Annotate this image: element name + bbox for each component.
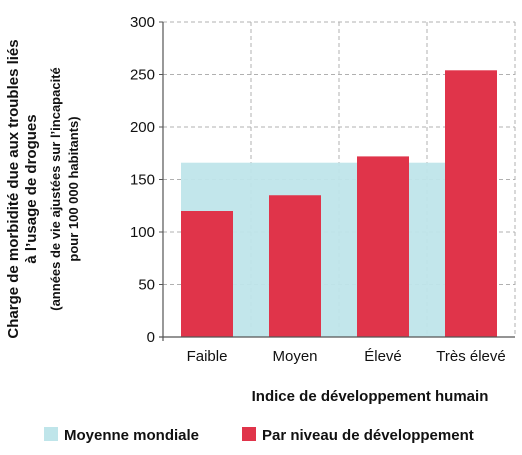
y-tick-label-300: 300 [130, 14, 155, 31]
y-tick-label-0: 0 [147, 329, 155, 346]
y-tick-label-200: 200 [130, 119, 155, 136]
bar-1 [269, 195, 321, 337]
y-tick-label-100: 100 [130, 224, 155, 241]
x-tick-labels: Faible Moyen Élevé Très élevé [187, 348, 506, 365]
y-axis-label-line2: à l’usage de drogues [23, 114, 40, 263]
bars [181, 70, 497, 338]
legend-label-by-level: Par niveau de développement [262, 427, 474, 444]
axes [159, 21, 515, 341]
x-axis-label: Indice de développement humain [252, 388, 489, 405]
y-axis-sublabel-line2: pour 100 000 habitants) [66, 116, 81, 261]
world-average-area [181, 162, 497, 337]
bar-0 [181, 211, 233, 337]
y-axis-label: Charge de morbidité due aux troubles lié… [5, 39, 81, 338]
x-tick-label-0: Faible [187, 348, 228, 365]
y-axis-label-line1: Charge de morbidité due aux troubles lié… [5, 39, 22, 338]
legend: Moyenne mondiale Par niveau de développe… [44, 427, 474, 444]
x-tick-label-1: Moyen [272, 348, 317, 365]
y-tick-label-250: 250 [130, 67, 155, 84]
y-tick-label-50: 50 [138, 277, 155, 294]
x-tick-label-3: Très élevé [436, 348, 505, 365]
y-tick-labels: 0 50 100 150 200 250 300 [130, 14, 155, 346]
y-axis-sublabel-line1: (années de vie ajustées sur l’incapacité [48, 67, 63, 311]
legend-swatch-by-level [242, 427, 256, 441]
x-tick-label-2: Élevé [364, 348, 402, 365]
y-tick-label-150: 150 [130, 172, 155, 189]
world-average-band [181, 162, 497, 337]
legend-swatch-world-average [44, 427, 58, 441]
legend-label-world-average: Moyenne mondiale [64, 427, 199, 444]
bar-3 [445, 70, 497, 338]
bar-2 [357, 156, 409, 337]
